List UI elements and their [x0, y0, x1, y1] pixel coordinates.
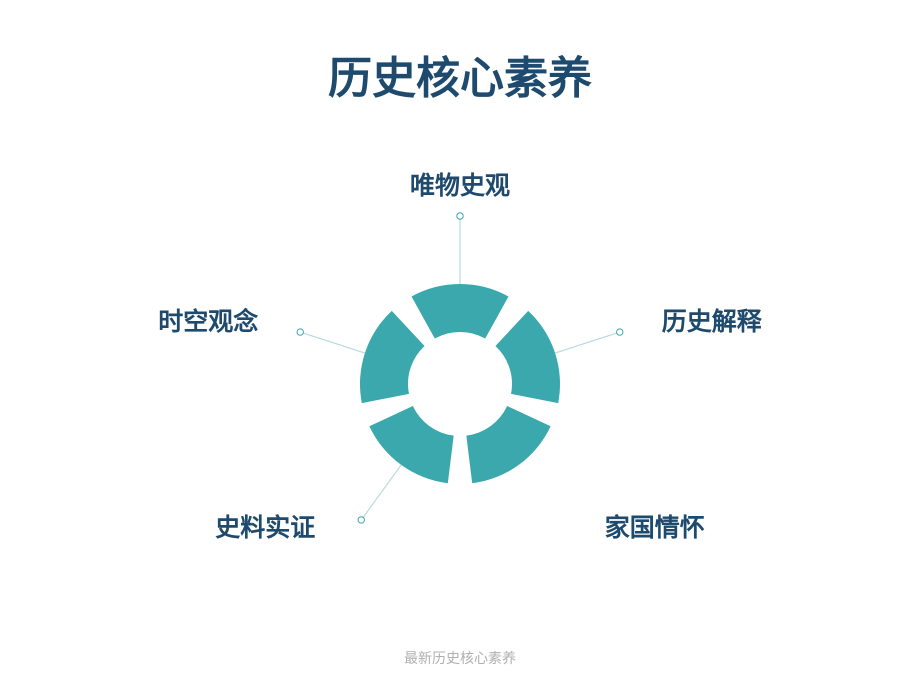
radial-diagram — [0, 0, 920, 690]
donut-segment — [495, 311, 560, 403]
connector-dot — [358, 517, 364, 523]
segment-label: 家国情怀 — [605, 508, 705, 544]
footer-text: 最新历史核心素养 — [0, 648, 920, 668]
connector-line — [361, 465, 401, 520]
connector-dot — [297, 329, 303, 335]
segment-label: 历史解释 — [662, 302, 762, 338]
connector-line — [555, 332, 620, 353]
donut-segment — [369, 406, 453, 483]
connector-dot — [617, 329, 623, 335]
segment-label: 史料实证 — [215, 508, 315, 544]
connector-dot — [457, 213, 463, 219]
donut-segment — [466, 406, 550, 483]
segment-label: 时空观念 — [158, 302, 258, 338]
donut-segment — [360, 311, 425, 403]
segment-label: 唯物史观 — [410, 166, 510, 202]
connector-line — [300, 332, 365, 353]
donut-segment — [412, 284, 509, 339]
